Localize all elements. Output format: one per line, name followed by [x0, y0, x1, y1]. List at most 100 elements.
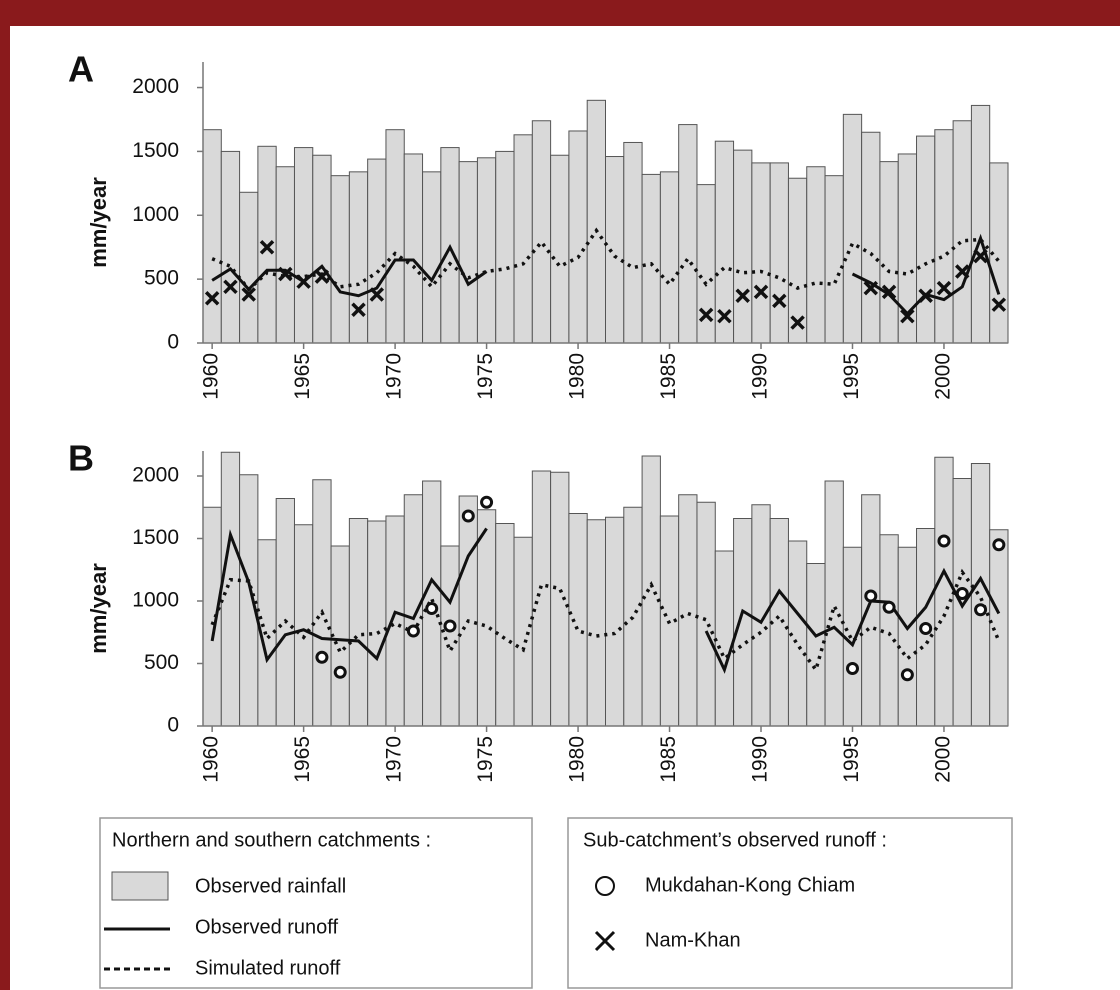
bar: [624, 142, 642, 343]
x-tick-label: 1960: [200, 736, 223, 783]
y-tick-label: 2000: [132, 75, 179, 98]
bar: [349, 172, 367, 343]
point: [994, 540, 1004, 550]
bar: [752, 163, 770, 343]
bar: [752, 505, 770, 726]
bar: [404, 154, 422, 343]
point: [445, 621, 455, 631]
point: [902, 670, 912, 680]
bar: [459, 496, 477, 726]
legend-title: Northern and southern catchments :: [112, 829, 431, 851]
y-axis-label: mm/year: [86, 563, 111, 654]
bar: [551, 155, 569, 343]
y-tick-label: 1000: [132, 203, 179, 226]
x-tick-label: 1995: [840, 353, 863, 400]
bar: [862, 132, 880, 343]
bar: [258, 146, 276, 343]
bar: [679, 495, 697, 726]
legend-label: Simulated runoff: [195, 957, 341, 979]
bar: [294, 525, 312, 726]
legend-label: Mukdahan-Kong Chiam: [645, 874, 855, 896]
point: [976, 605, 986, 615]
bar: [953, 121, 971, 343]
x-tick-label: 1980: [566, 736, 589, 783]
x-tick-label: 1965: [291, 353, 314, 400]
bar: [587, 100, 605, 343]
x-tick-label: 1995: [840, 736, 863, 783]
bar: [532, 471, 550, 726]
bar: [276, 499, 294, 727]
bar: [697, 502, 715, 726]
bar: [386, 130, 404, 343]
bar: [441, 546, 459, 726]
y-tick-label: 2000: [132, 464, 179, 487]
point: [335, 667, 345, 677]
point: [427, 604, 437, 614]
y-tick-label: 0: [167, 331, 179, 354]
y-tick-label: 1500: [132, 139, 179, 162]
point: [408, 626, 418, 636]
figure: Amm/year05001000150020001960196519701975…: [0, 0, 1120, 990]
y-tick-label: 1000: [132, 589, 179, 612]
bar: [825, 176, 843, 343]
x-tick-label: 1975: [474, 736, 497, 783]
y-tick-label: 1500: [132, 526, 179, 549]
bar: [715, 551, 733, 726]
bar: [221, 452, 239, 726]
y-tick-label: 0: [167, 714, 179, 737]
point: [482, 497, 492, 507]
bar: [843, 114, 861, 343]
point: [921, 624, 931, 634]
legend-label: Observed runoff: [195, 916, 338, 938]
x-tick-label: 1985: [657, 736, 680, 783]
bar: [294, 148, 312, 343]
x-tick-label: 1990: [749, 736, 772, 783]
x-tick-label: 2000: [932, 353, 955, 400]
legend-title: Sub-catchment’s observed runoff :: [583, 829, 887, 851]
x-tick-label: 1990: [749, 353, 772, 400]
bar: [862, 495, 880, 726]
bar: [953, 479, 971, 727]
legend-swatch: [596, 877, 614, 895]
y-tick-label: 500: [144, 651, 179, 674]
bar: [770, 163, 788, 343]
bar: [386, 516, 404, 726]
bar: [221, 151, 239, 343]
legend-label: Nam-Khan: [645, 929, 741, 951]
point: [939, 536, 949, 546]
bar: [423, 172, 441, 343]
page: {"chart_data": [ {"type": "combo", "titl…: [0, 0, 1120, 990]
y-axis-label: mm/year: [86, 177, 111, 268]
bar: [624, 507, 642, 726]
bar: [898, 547, 916, 726]
bar: [990, 530, 1008, 726]
bar: [203, 130, 221, 343]
bar: [477, 158, 495, 343]
bar: [368, 159, 386, 343]
point: [847, 664, 857, 674]
bar: [734, 150, 752, 343]
bar: [459, 162, 477, 343]
bar: [496, 524, 514, 727]
bar: [496, 151, 514, 343]
point: [866, 591, 876, 601]
bar: [404, 495, 422, 726]
bar: [935, 130, 953, 343]
bar: [587, 520, 605, 726]
bar: [642, 456, 660, 726]
bar: [514, 537, 532, 726]
bar: [276, 167, 294, 343]
bar: [807, 564, 825, 727]
bar: [660, 172, 678, 343]
x-tick-label: 1975: [474, 353, 497, 400]
point: [884, 602, 894, 612]
legend-label: Observed rainfall: [195, 875, 346, 897]
bar: [313, 155, 331, 343]
panel-label: A: [68, 49, 94, 90]
bar: [240, 192, 258, 343]
y-tick-label: 500: [144, 267, 179, 290]
bar: [606, 517, 624, 726]
bar: [935, 457, 953, 726]
bar: [203, 507, 221, 726]
bar: [679, 125, 697, 343]
